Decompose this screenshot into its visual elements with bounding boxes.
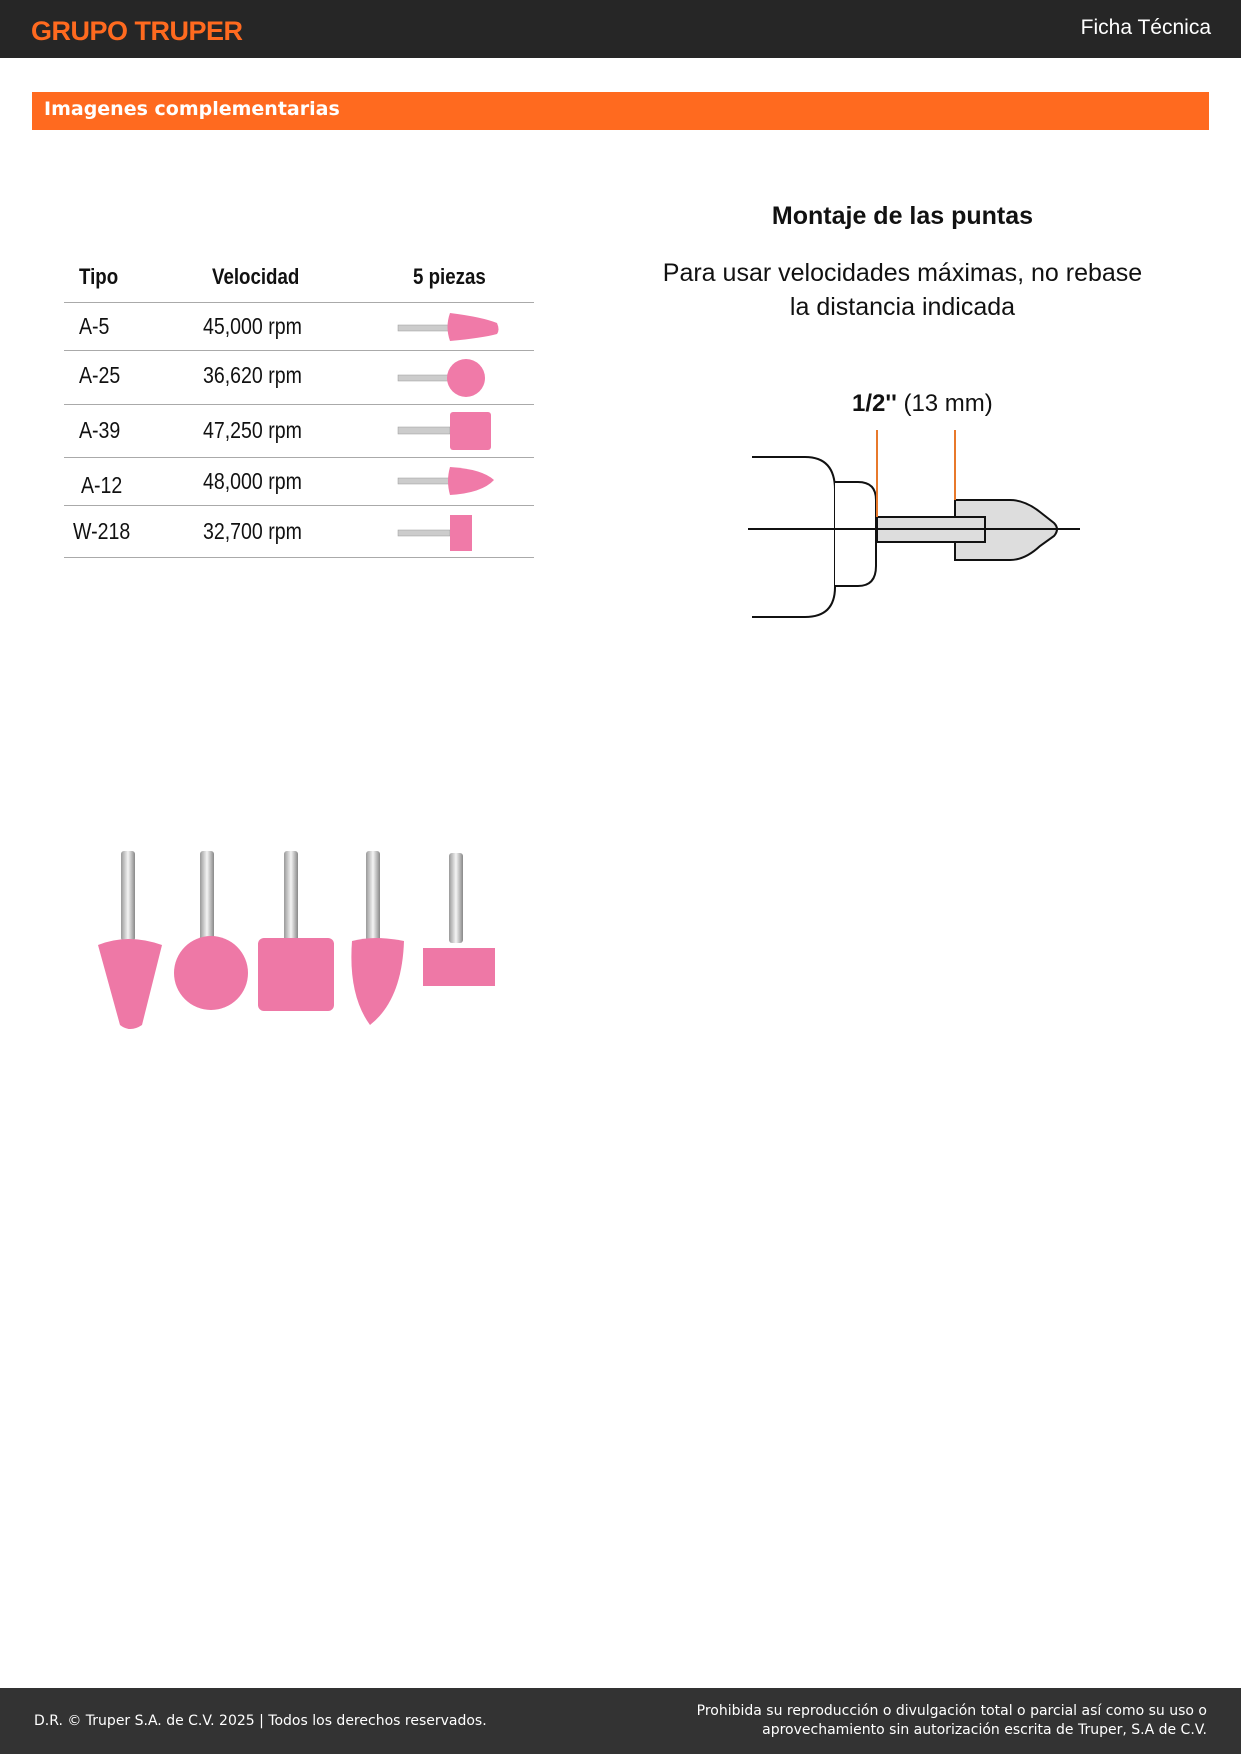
mounting-diagram	[748, 430, 1080, 618]
product-photo-5-bits	[98, 851, 495, 1029]
footer-legal-line2: aprovechamiento sin autorización escrita…	[762, 1722, 1207, 1738]
diagram-subtitle-1: Para usar velocidades máximas, no rebase	[662, 259, 1143, 287]
cell-velocidad: 36,620 rpm	[203, 362, 302, 388]
footer: D.R. © Truper S.A. de C.V. 2025 | Todos …	[0, 1688, 1241, 1754]
footer-legal: Prohibida su reproducción o divulgación …	[697, 1702, 1207, 1740]
col-header-velocidad: Velocidad	[212, 264, 300, 289]
bit-thumb-ball	[397, 359, 485, 397]
row-divider	[64, 505, 534, 506]
row-divider	[64, 557, 534, 558]
cell-tipo: W-218	[73, 518, 131, 544]
row-divider	[64, 457, 534, 458]
cell-velocidad: 47,250 rpm	[203, 417, 302, 443]
footer-legal-line1: Prohibida su reproducción o divulgación …	[696, 1703, 1207, 1719]
cell-velocidad: 45,000 rpm	[203, 313, 302, 339]
cell-tipo: A-5	[79, 313, 110, 339]
row-divider	[64, 302, 534, 303]
col-header-tipo: Tipo	[79, 264, 119, 289]
bit-thumb-cone	[397, 313, 499, 341]
bit-thumb-cylinder	[397, 412, 491, 450]
col-header-piezas: 5 piezas	[413, 264, 486, 289]
photo-bit-cylinder	[258, 851, 334, 1011]
photo-bit-bullet	[351, 851, 404, 1025]
bit-thumbnails	[397, 313, 499, 551]
row-divider	[64, 350, 534, 351]
document-title: Ficha Técnica	[1080, 16, 1211, 39]
footer-copyright: D.R. © Truper S.A. de C.V. 2025 | Todos …	[34, 1713, 487, 1729]
bit-thumb-wheel	[397, 515, 472, 551]
bit-thumb-bullet	[397, 467, 494, 495]
photo-bit-cone	[98, 851, 162, 1029]
photo-bit-wheel	[423, 853, 495, 986]
photo-bit-ball	[174, 851, 248, 1010]
diagram-title: Montaje de las puntas	[771, 202, 1034, 230]
cell-tipo: A-25	[79, 362, 121, 388]
dimension-mm: (13 mm)	[903, 390, 993, 417]
cell-velocidad: 48,000 rpm	[203, 468, 302, 494]
section-title: Imagenes complementarias	[32, 92, 1209, 130]
diagram-subtitle-2: la distancia indicada	[789, 293, 1016, 321]
cell-tipo: A-39	[79, 417, 121, 443]
cell-velocidad: 32,700 rpm	[203, 518, 302, 544]
row-divider	[64, 404, 534, 405]
cell-tipo: A-12	[81, 472, 123, 498]
header-bar: GRUPO TRUPER Ficha Técnica	[0, 0, 1241, 58]
brand-logo: GRUPO TRUPER	[31, 16, 243, 46]
dimension-inches: 1/2''	[852, 390, 897, 417]
dimension-label: 1/2'' (13 mm)	[852, 390, 993, 418]
